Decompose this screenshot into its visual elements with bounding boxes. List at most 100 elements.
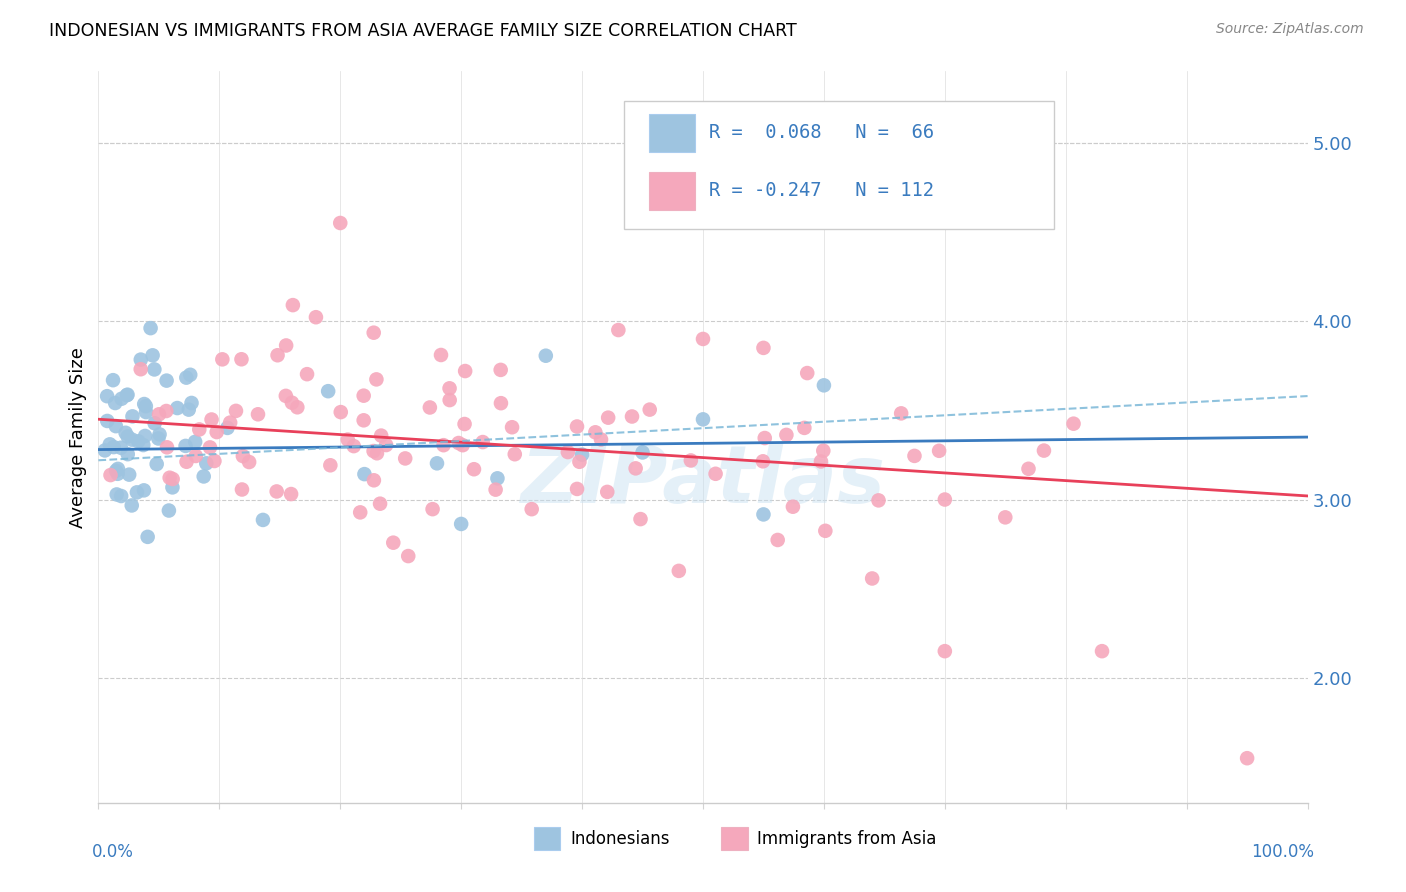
Point (571, 448, 593, 462)
Point (132, 483, 155, 498)
Bar (648, 172, 695, 211)
Point (117, 429, 139, 443)
Point (485, 483, 508, 497)
Point (419, 401, 441, 415)
Point (621, 409, 644, 424)
Point (534, 349, 557, 363)
Point (396, 549, 419, 563)
Point (454, 364, 477, 378)
Point (382, 535, 405, 549)
Point (100, 468, 122, 483)
Point (353, 413, 375, 427)
Point (148, 432, 170, 446)
Point (679, 453, 702, 467)
Point (281, 298, 304, 312)
Point (814, 524, 837, 538)
Point (368, 497, 391, 511)
Point (568, 455, 591, 469)
Point (668, 564, 690, 578)
Point (363, 473, 385, 487)
Point (1032, 443, 1054, 458)
Point (501, 420, 523, 434)
Point (565, 482, 588, 496)
Point (180, 396, 202, 410)
Point (110, 489, 132, 503)
Point (281, 395, 304, 409)
Point (105, 487, 128, 501)
Point (162, 472, 184, 486)
Point (934, 644, 956, 658)
Point (638, 402, 661, 417)
Point (280, 487, 302, 501)
Point (107, 467, 129, 481)
Point (565, 419, 588, 434)
Point (155, 374, 177, 388)
Text: 100.0%: 100.0% (1250, 843, 1313, 861)
Point (217, 421, 239, 435)
Point (179, 368, 201, 382)
Point (103, 440, 125, 454)
Point (631, 445, 654, 459)
Point (630, 512, 652, 526)
Point (246, 407, 269, 421)
Point (994, 510, 1017, 524)
Point (422, 502, 444, 516)
Point (557, 445, 579, 459)
Point (766, 533, 789, 547)
Point (159, 471, 181, 485)
Point (127, 434, 149, 449)
Point (692, 332, 714, 346)
Point (252, 513, 274, 527)
Point (107, 462, 129, 476)
Point (329, 216, 352, 230)
Point (177, 402, 200, 417)
Point (430, 348, 453, 362)
Point (184, 449, 207, 463)
Text: Immigrants from Asia: Immigrants from Asia (758, 830, 936, 847)
Point (439, 381, 461, 395)
Point (426, 456, 449, 470)
Point (607, 323, 630, 337)
Point (155, 404, 177, 418)
Point (353, 467, 375, 482)
Point (1236, 751, 1258, 765)
Point (145, 457, 167, 471)
Point (520, 502, 543, 516)
Point (692, 412, 714, 426)
Point (219, 416, 242, 430)
Point (211, 352, 233, 367)
Point (775, 428, 797, 442)
Point (184, 434, 207, 449)
Text: R = -0.247   N = 112: R = -0.247 N = 112 (709, 181, 934, 200)
Point (101, 373, 124, 387)
Point (156, 440, 179, 454)
Point (752, 454, 775, 468)
Point (370, 428, 392, 442)
Point (105, 464, 128, 478)
Bar (721, 827, 748, 850)
Point (316, 384, 339, 399)
Point (486, 471, 509, 485)
Point (134, 429, 156, 443)
Point (451, 438, 474, 452)
Point (1091, 644, 1114, 658)
Point (231, 352, 253, 367)
Point (336, 433, 359, 447)
Point (110, 392, 132, 406)
Point (589, 433, 612, 447)
Point (752, 508, 775, 522)
Point (121, 499, 143, 513)
Point (782, 500, 804, 514)
Point (157, 503, 180, 517)
Point (200, 412, 222, 426)
Point (176, 455, 198, 469)
Point (121, 409, 143, 424)
Text: R =  0.068   N =  66: R = 0.068 N = 66 (709, 122, 934, 142)
Point (135, 399, 157, 413)
Point (148, 427, 170, 442)
Point (274, 389, 297, 403)
Point (305, 310, 328, 325)
Point (704, 467, 727, 481)
Point (176, 370, 198, 384)
Point (148, 407, 170, 421)
